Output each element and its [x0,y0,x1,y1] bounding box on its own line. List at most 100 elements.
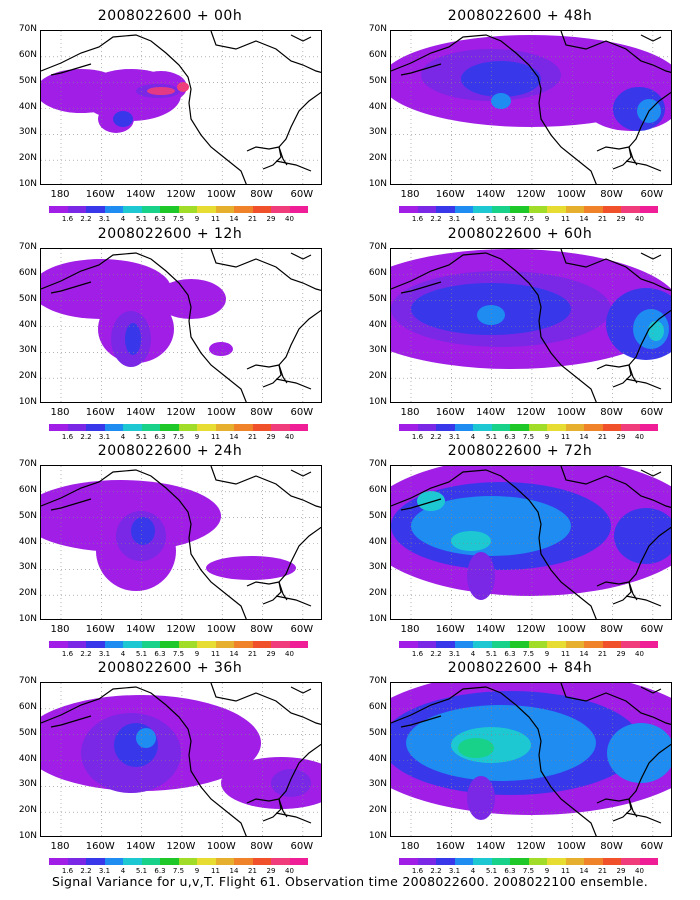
colorbar-swatch [178,641,197,648]
variance-field [391,466,671,619]
colorbar-label: 40 [635,433,644,441]
lon-tick-label: 100W [556,624,586,635]
lat-tick-label: 20N [368,588,387,599]
lon-tick-label: 100W [206,407,236,418]
colorbar-swatch [67,424,86,431]
colorbar-swatch [602,641,621,648]
colorbar-label: 1.6 [411,433,424,441]
colorbar-label: 29 [266,650,276,658]
lon-tick-label: 120W [166,407,196,418]
lon-tick-label: 120W [516,624,546,635]
colorbar-label: 2.2 [80,215,92,223]
colorbar-label: 21 [248,867,257,875]
colorbar-label: 3.1 [448,650,461,658]
panel-title: 2008022600 + 60h [447,226,593,242]
colorbar-swatch [252,424,271,431]
lat-tick-label: 30N [18,779,37,790]
colorbar-swatch [621,641,640,648]
lon-tick-label: 140W [476,407,506,418]
colorbar-label: 40 [635,650,644,658]
colorbar-swatch [602,858,621,865]
colorbar [399,858,658,865]
lon-tick-label: 80W [600,841,623,852]
variance-contours [41,69,189,133]
colorbar-label: 2.2 [80,867,92,875]
colorbar-swatch [123,858,142,865]
colorbar-label: 29 [616,650,626,658]
map-panel-p36: 2008022600 + 36h 70N 60N 50N 40N 30N 20N 10N 18… [5,660,335,875]
colorbar-label: 14 [579,867,589,875]
colorbar-swatch [547,858,566,865]
lon-tick-label: 80W [250,624,273,635]
colorbar-swatch [141,641,160,648]
colorbar-label: 11 [561,867,570,875]
lat-tick-label: 40N [18,753,37,764]
lat-tick-label: 20N [18,153,37,164]
colorbar-swatch [510,858,529,865]
colorbar-swatch [473,641,492,648]
lat-tick-label: 50N [368,510,387,521]
colorbar-label: 3.1 [448,215,461,223]
colorbar-label: 3.1 [448,433,461,441]
lon-tick-label: 180 [50,841,70,852]
colorbar-label: 29 [266,867,276,875]
coastline [391,31,671,184]
variance-contours [41,695,321,809]
colorbar-swatch [454,641,473,648]
colorbar-swatch [399,858,418,865]
lat-tick-label: 70N [368,676,387,686]
lon-tick-label: 80W [600,624,623,635]
lon-tick-label: 80W [250,841,273,852]
lat-tick-label: 20N [18,371,37,382]
lon-tick-label: 60W [640,841,664,852]
colorbar-swatch [639,858,658,865]
colorbar-label: 7.5 [172,433,185,441]
lat-tick-label: 10N [18,397,37,407]
colorbar-label: 1.6 [61,650,74,658]
lat-tick-label: 40N [368,753,387,764]
lon-tick-label: 120W [166,624,196,635]
colorbar-label: 4 [470,433,476,441]
lat-tick-label: 30N [368,779,387,790]
colorbar-swatch [491,424,510,431]
colorbar-label: 9 [544,433,550,441]
colorbar-swatch [215,424,234,431]
colorbar-swatch [67,858,86,865]
lon-tick-label: 140W [476,841,506,852]
colorbar-label: 7.5 [172,650,185,658]
lat-tick-label: 20N [18,588,37,599]
lat-tick-label: 70N [368,242,387,252]
colorbar-swatch [584,641,603,648]
lon-tick-label: 100W [206,841,236,852]
map-panel-p60: 2008022600 + 60h 70N 60N 50N 40N 30N 20N 10N 18… [355,226,685,441]
colorbar-label: 1.6 [411,215,424,223]
colorbar-swatch [621,858,640,865]
colorbar-swatch [160,206,179,213]
colorbar-swatch [510,206,529,213]
colorbar-label: 2.2 [80,650,92,658]
colorbar-label: 14 [229,215,239,223]
colorbar-swatch [289,641,308,648]
lat-tick-label: 50N [18,727,37,738]
lat-tick-label: 20N [368,371,387,382]
variance-contours [41,480,296,591]
colorbar-label: 5.1 [485,433,498,441]
colorbar-swatch [491,206,510,213]
lon-tick-label: 120W [516,189,546,200]
colorbar-label: 40 [285,867,294,875]
colorbar-swatch [271,858,290,865]
lat-tick-label: 10N [368,831,387,841]
colorbar-swatch [289,858,308,865]
lat-tick-label: 50N [368,293,387,304]
colorbar-swatch [639,641,658,648]
colorbar-swatch [271,206,290,213]
lon-tick-label: 60W [640,624,664,635]
colorbar-label: 21 [598,433,607,441]
colorbar-swatch [67,641,86,648]
lon-tick-label: 120W [166,841,196,852]
colorbar-label: 3.1 [448,867,461,875]
lat-tick-label: 40N [18,536,37,547]
colorbar-swatch [621,424,640,431]
lon-tick-label: 100W [556,841,586,852]
colorbar-swatch [104,858,123,865]
